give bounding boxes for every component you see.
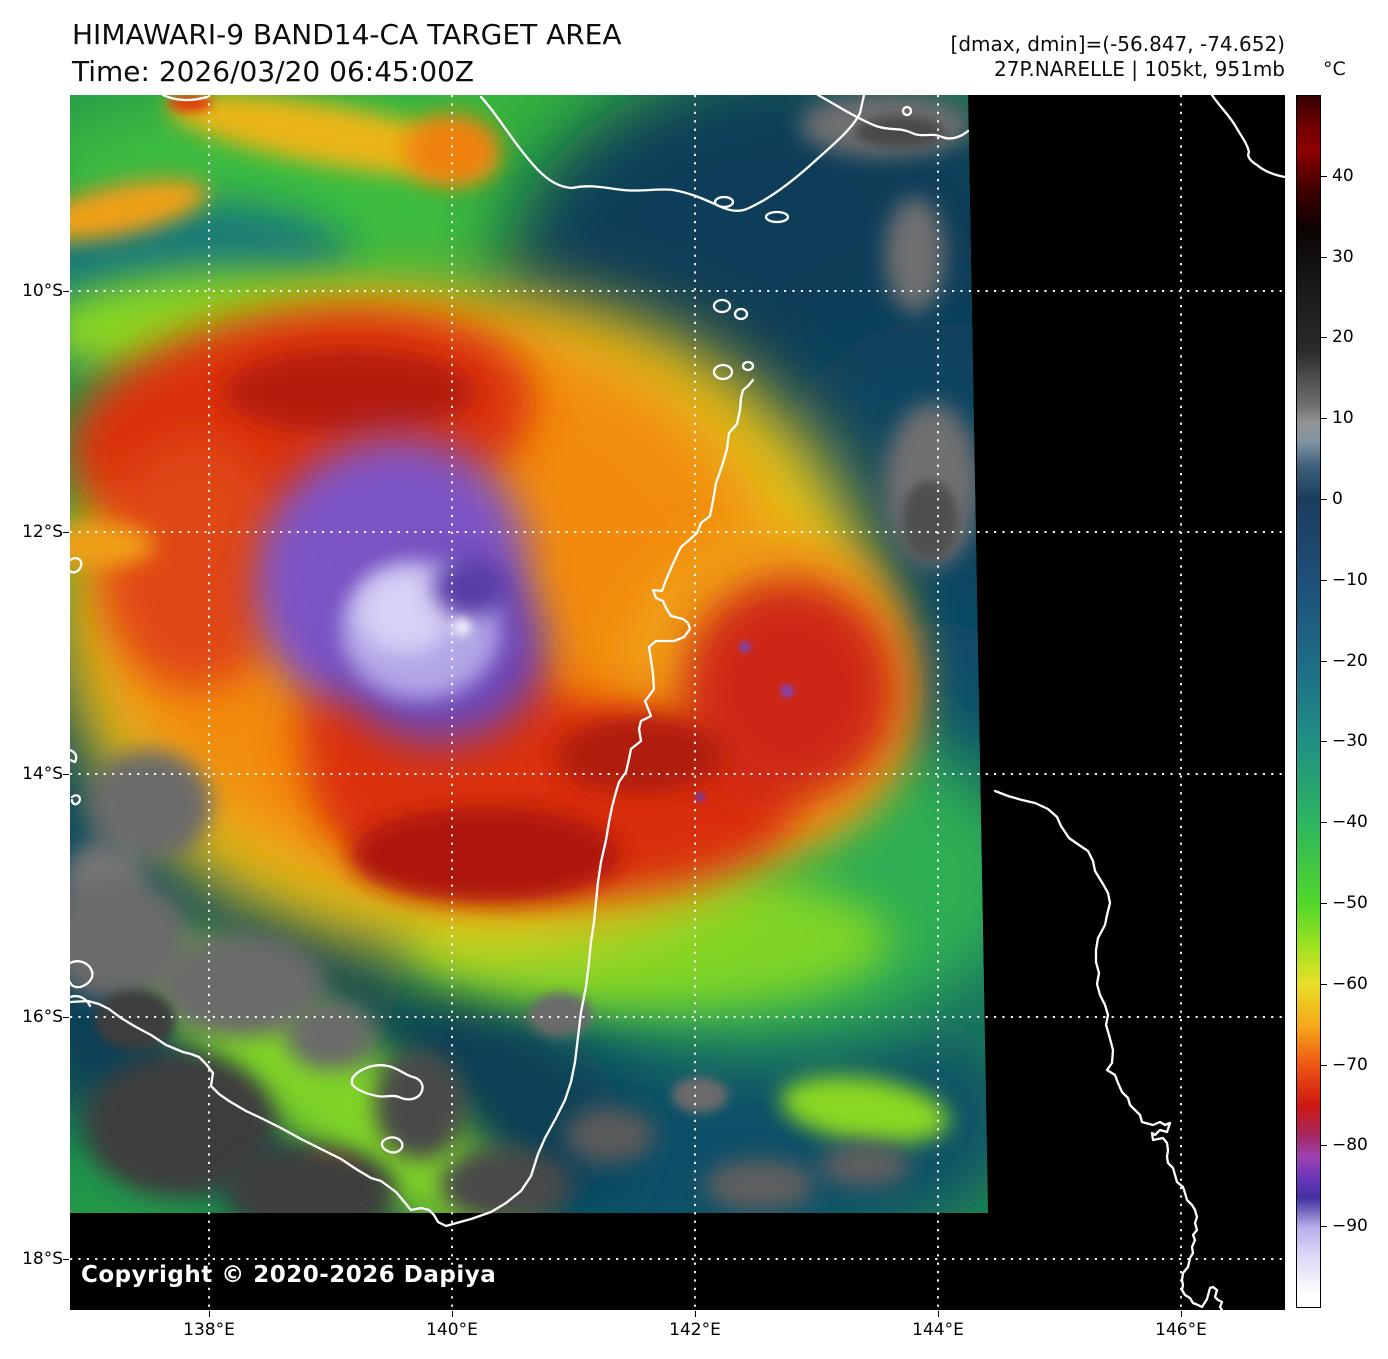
- storm-intensity-readout: 27P.NARELLE | 105kt, 951mb: [994, 57, 1285, 81]
- coastline-png-fragment: [161, 95, 209, 102]
- temperature-colorbar: [1296, 95, 1321, 1308]
- lon-tick-label: 142°E: [669, 1320, 721, 1340]
- lat-tick-label: 12°S: [22, 522, 63, 542]
- storm-eye-cold-spot: [453, 618, 471, 636]
- torres-strait-island: [712, 298, 732, 314]
- lat-tick-label: 14°S: [22, 764, 63, 784]
- lon-tick-label: 138°E: [183, 1320, 235, 1340]
- island-outline: [764, 210, 790, 224]
- lat-tick-label: 10°S: [22, 281, 63, 301]
- colorbar-tick-label: 10: [1332, 408, 1354, 428]
- colorbar-tick-label: 30: [1332, 247, 1354, 267]
- colorbar-tick-label: 20: [1332, 327, 1354, 347]
- island-outline: [713, 195, 735, 209]
- island-outline: [901, 105, 913, 117]
- lat-tick-label: 18°S: [22, 1249, 63, 1269]
- page-title: HIMAWARI-9 BAND14-CA TARGET AREA: [72, 18, 622, 51]
- coastline-png-gulf: [816, 95, 970, 140]
- colorbar-tick-label: −50: [1332, 893, 1368, 913]
- coastline-cape-york-gulf: [70, 378, 755, 1228]
- colorbar-unit-label: °C: [1323, 58, 1346, 80]
- colorbar-tick-label: −60: [1332, 974, 1368, 994]
- graticule: [70, 95, 1285, 1310]
- colorbar-tick-label: −40: [1332, 812, 1368, 832]
- coastline-png-east: [1210, 95, 1285, 179]
- island-bentinck: [380, 1136, 404, 1154]
- coastline-queensland-east: [993, 789, 1224, 1310]
- lon-tick-label: 144°E: [912, 1320, 964, 1340]
- torres-strait-island: [741, 360, 755, 372]
- torres-strait-island: [712, 363, 734, 381]
- coastline-png-south: [479, 95, 866, 213]
- colorbar-tick-label: −70: [1332, 1055, 1368, 1075]
- colorbar-tick-label: −90: [1332, 1216, 1368, 1236]
- lat-tick-label: 16°S: [22, 1007, 63, 1027]
- cloud-top-imagery: [70, 95, 988, 1213]
- dmax-dmin-readout: [dmax, dmin]=(-56.847, -74.652): [950, 32, 1285, 56]
- island-mornington: [350, 1064, 424, 1101]
- lon-tick-label: 140°E: [426, 1320, 478, 1340]
- coastline-left-fragment: [70, 794, 82, 806]
- torres-strait-island: [733, 307, 749, 321]
- map-plot-area: [70, 95, 1285, 1310]
- island-groote: [70, 960, 94, 989]
- coastline-left-fragment: [70, 748, 78, 764]
- satellite-image-canvas: [70, 95, 1285, 1310]
- timestamp: Time: 2026/03/20 06:45:00Z: [72, 55, 475, 88]
- header-right: [dmax, dmin]=(-56.847, -74.652) 27P.NARE…: [951, 32, 1285, 82]
- warm-gray-clouds: [70, 95, 980, 1213]
- colorbar-tick-label: −20: [1332, 651, 1368, 671]
- coastline-left-fragment: [70, 557, 83, 574]
- copyright-watermark: Copyright © 2020-2026 Dapiya: [81, 1262, 497, 1288]
- colorbar-tick-label: −80: [1332, 1135, 1368, 1155]
- colorbar-tick-label: 40: [1332, 166, 1354, 186]
- colorbar-tick-label: 0: [1332, 489, 1343, 509]
- coastlines: [70, 95, 1285, 1310]
- colorbar-tick-label: −10: [1332, 570, 1368, 590]
- island-groote: [70, 995, 92, 1008]
- lon-tick-label: 146°E: [1155, 1320, 1207, 1340]
- header-left: HIMAWARI-9 BAND14-CA TARGET AREA Time: 2…: [72, 16, 622, 90]
- colorbar-tick-label: −30: [1332, 731, 1368, 751]
